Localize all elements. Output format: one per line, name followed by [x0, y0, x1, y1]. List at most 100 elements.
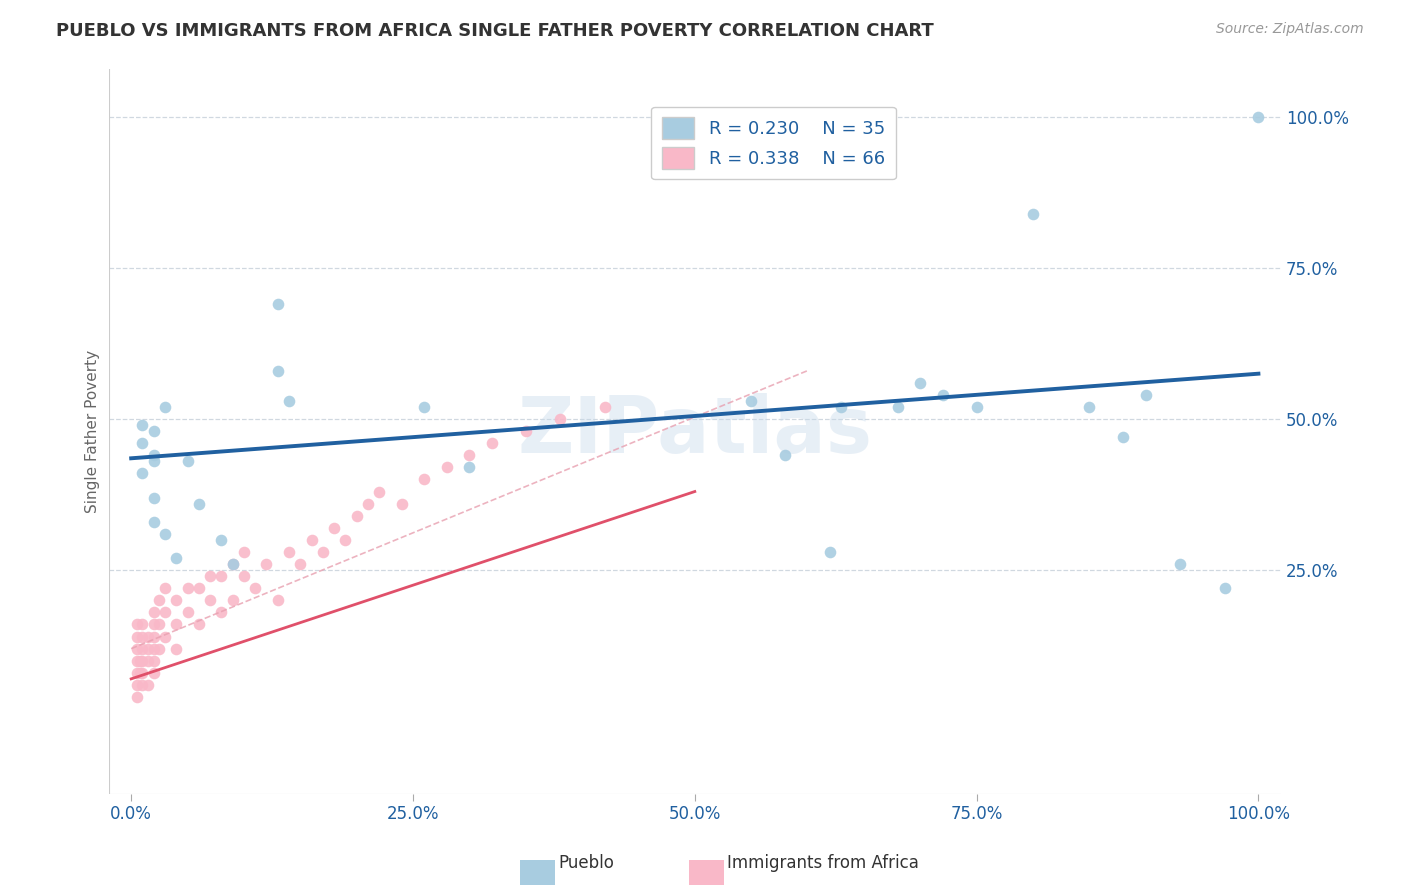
Point: [335, 533, 357, 547]
Point: [198, 569, 221, 583]
Point: [131, 641, 153, 656]
Point: [142, 448, 165, 462]
Point: [125, 617, 148, 632]
Point: [165, 617, 187, 632]
Point: [125, 630, 148, 644]
Point: [1022, 206, 1045, 220]
Point: [346, 508, 368, 523]
Point: [773, 448, 796, 462]
Point: [1213, 581, 1236, 595]
Point: [142, 665, 165, 680]
Point: [142, 641, 165, 656]
Point: [129, 665, 152, 680]
Point: [256, 557, 278, 571]
Point: [1112, 430, 1135, 444]
Point: [129, 654, 152, 668]
Point: [125, 665, 148, 680]
Point: [131, 467, 153, 481]
Point: [357, 497, 380, 511]
Point: [176, 581, 198, 595]
Point: [131, 630, 153, 644]
Point: [886, 400, 908, 414]
Point: [125, 654, 148, 668]
Point: [131, 418, 153, 433]
Text: Pueblo: Pueblo: [558, 855, 614, 872]
Point: [278, 545, 301, 559]
Point: [232, 569, 254, 583]
Point: [142, 424, 165, 438]
Point: [830, 400, 852, 414]
Point: [910, 376, 932, 390]
Point: [458, 460, 481, 475]
Point: [187, 617, 209, 632]
Point: [221, 593, 243, 607]
Point: [187, 581, 209, 595]
Point: [436, 460, 458, 475]
Point: [548, 412, 571, 426]
Point: [148, 593, 170, 607]
Point: [148, 641, 170, 656]
Point: [142, 654, 165, 668]
Point: [290, 557, 312, 571]
Point: [312, 545, 335, 559]
Point: [165, 551, 187, 566]
Point: [153, 606, 176, 620]
Point: [221, 557, 243, 571]
Point: [165, 641, 187, 656]
Point: [413, 400, 436, 414]
Point: [458, 448, 481, 462]
Point: [142, 491, 165, 505]
Point: [142, 515, 165, 529]
Point: [740, 393, 762, 408]
Point: [125, 641, 148, 656]
Text: PUEBLO VS IMMIGRANTS FROM AFRICA SINGLE FATHER POVERTY CORRELATION CHART: PUEBLO VS IMMIGRANTS FROM AFRICA SINGLE …: [56, 22, 934, 40]
Point: [267, 593, 290, 607]
Point: [125, 678, 148, 692]
Point: [136, 654, 159, 668]
Point: [1078, 400, 1101, 414]
Point: [136, 641, 159, 656]
Point: [131, 436, 153, 450]
Point: [131, 654, 153, 668]
Text: ZIPatlas: ZIPatlas: [517, 393, 872, 469]
Point: [142, 454, 165, 468]
Text: Immigrants from Africa: Immigrants from Africa: [727, 855, 918, 872]
Point: [148, 617, 170, 632]
Point: [1168, 557, 1191, 571]
Point: [232, 545, 254, 559]
Point: [368, 484, 391, 499]
Point: [267, 364, 290, 378]
Point: [165, 593, 187, 607]
Point: [153, 630, 176, 644]
Point: [125, 690, 148, 704]
Point: [209, 606, 232, 620]
Point: [267, 297, 290, 311]
Point: [153, 581, 176, 595]
Point: [278, 393, 301, 408]
Point: [481, 436, 503, 450]
Point: [1135, 388, 1157, 402]
Point: [243, 581, 266, 595]
Point: [209, 533, 232, 547]
Y-axis label: Single Father Poverty: Single Father Poverty: [86, 350, 100, 513]
Point: [209, 569, 232, 583]
Point: [176, 454, 198, 468]
Point: [966, 400, 988, 414]
Point: [142, 630, 165, 644]
Point: [413, 472, 436, 486]
Point: [142, 606, 165, 620]
Point: [818, 545, 841, 559]
Point: [932, 388, 955, 402]
Point: [153, 400, 176, 414]
Point: [391, 497, 413, 511]
Point: [142, 617, 165, 632]
Point: [593, 400, 616, 414]
Point: [131, 665, 153, 680]
Point: [136, 630, 159, 644]
Text: Source: ZipAtlas.com: Source: ZipAtlas.com: [1216, 22, 1364, 37]
Point: [221, 557, 243, 571]
Point: [153, 526, 176, 541]
Legend: R = 0.230    N = 35, R = 0.338    N = 66: R = 0.230 N = 35, R = 0.338 N = 66: [651, 106, 896, 179]
Point: [198, 593, 221, 607]
Point: [1247, 110, 1270, 124]
